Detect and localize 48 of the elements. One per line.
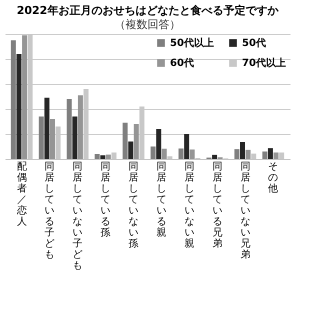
bar	[50, 119, 55, 159]
legend-label: 60代	[170, 57, 194, 69]
bar	[274, 152, 279, 159]
bar	[72, 116, 78, 159]
bar	[150, 146, 156, 159]
bar	[94, 154, 100, 159]
bar	[122, 122, 128, 159]
bar	[156, 129, 162, 159]
category-label: 同居していない兄弟	[240, 162, 250, 260]
x-tick-label: 同居していない孫	[128, 162, 139, 250]
bar	[106, 154, 111, 159]
bar	[279, 152, 284, 159]
bar	[38, 116, 44, 159]
bar	[234, 149, 240, 159]
bar	[268, 148, 273, 159]
legend-label: 50代以上	[170, 37, 214, 49]
chart-title: 2022年お正月のおせちはどなたと食べる予定ですか	[16, 4, 280, 17]
bar	[44, 98, 50, 159]
bar	[100, 155, 106, 159]
x-tick-label: 同居している親	[156, 162, 166, 238]
chart-subtitle: （複数回答）	[114, 18, 180, 31]
bar	[66, 99, 72, 159]
bar	[240, 142, 245, 159]
x-tick-label: 同居していない親	[184, 162, 194, 250]
bar	[246, 150, 251, 159]
legend-label: 70代以上	[242, 57, 286, 69]
bar	[212, 154, 218, 159]
category-label: 同居している子ども	[44, 162, 55, 260]
bar	[167, 156, 172, 159]
bar	[162, 148, 167, 159]
bar	[134, 124, 139, 159]
bar	[78, 95, 83, 159]
bar	[184, 134, 190, 159]
x-tick-label: その他	[268, 162, 278, 194]
bar	[16, 54, 22, 159]
bar	[262, 152, 268, 159]
bar	[22, 35, 28, 159]
x-tick-label: 同居している孫	[100, 162, 111, 238]
category-label: 同居していない子ども	[72, 162, 83, 272]
bar	[178, 148, 184, 159]
bar	[111, 152, 116, 159]
x-tick-label: 同居している兄弟	[212, 162, 222, 250]
x-tick-label: 配偶者／恋人	[16, 162, 27, 228]
legend-label: 50代	[242, 37, 266, 49]
bar	[10, 40, 16, 159]
bar	[128, 142, 134, 159]
bar	[190, 150, 195, 159]
bar	[251, 154, 256, 159]
